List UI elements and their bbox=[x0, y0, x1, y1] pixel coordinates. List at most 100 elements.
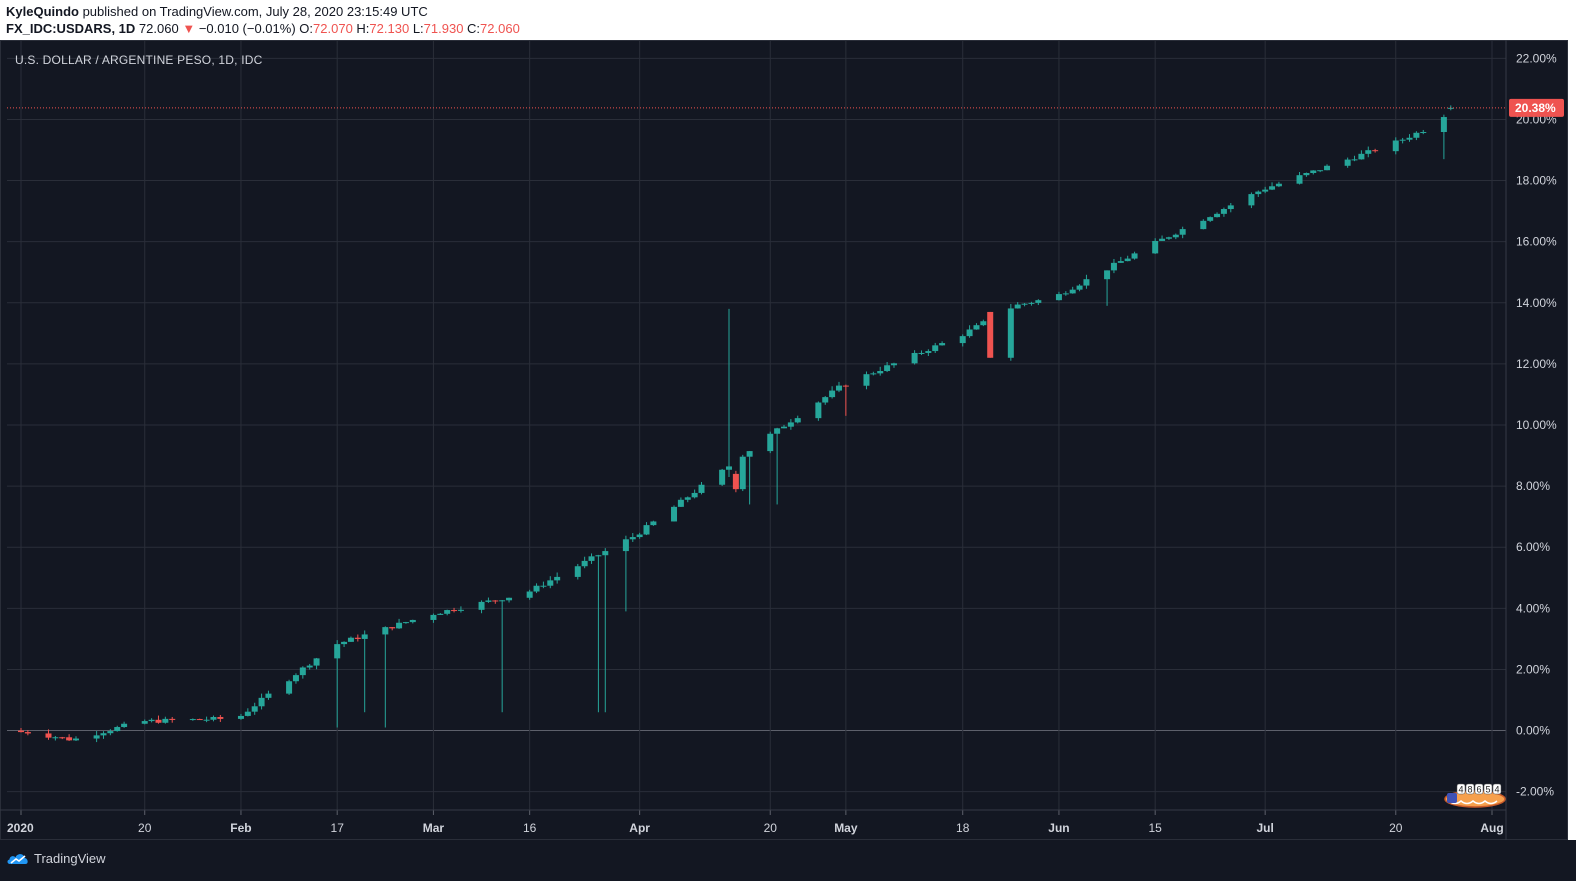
candle-body bbox=[389, 627, 396, 629]
candle-body bbox=[409, 619, 416, 623]
candle-body bbox=[59, 737, 66, 739]
candle-body bbox=[1021, 303, 1028, 305]
candle-body bbox=[66, 737, 73, 741]
candle-body bbox=[1062, 293, 1069, 295]
candle-body bbox=[1007, 308, 1014, 358]
candle-body bbox=[1055, 294, 1062, 301]
y-tick-label: 14.00% bbox=[1516, 296, 1557, 310]
candle-body bbox=[217, 717, 224, 719]
candle-body bbox=[719, 469, 726, 485]
x-tick-label: 20 bbox=[764, 821, 778, 835]
candle-body bbox=[244, 711, 251, 716]
last-price-tag bbox=[1509, 98, 1564, 117]
candle-body bbox=[1104, 270, 1111, 280]
y-tick-label: 4.00% bbox=[1516, 601, 1550, 615]
candle-body bbox=[457, 609, 464, 611]
candle-body bbox=[911, 352, 918, 364]
candle-body bbox=[347, 637, 354, 642]
x-tick-label: 20 bbox=[1389, 821, 1403, 835]
open-value: 72.070 bbox=[313, 21, 353, 36]
candle-body bbox=[341, 641, 348, 645]
y-tick-label: 16.00% bbox=[1516, 235, 1557, 249]
price-chart[interactable]: 22.00%20.00%18.00%16.00%14.00%12.00%10.0… bbox=[0, 40, 1568, 840]
candle-body bbox=[1296, 175, 1303, 184]
candle-body bbox=[402, 622, 409, 624]
badge-digit-box bbox=[1456, 783, 1466, 795]
candle-body bbox=[1262, 189, 1269, 192]
grid-lines bbox=[7, 40, 1506, 810]
tradingview-brand[interactable]: TradingView bbox=[6, 850, 106, 866]
candle-body bbox=[918, 352, 925, 354]
x-tick-label: Jul bbox=[1256, 821, 1273, 835]
candles bbox=[18, 105, 1454, 743]
y-tick-label: 10.00% bbox=[1516, 418, 1557, 432]
candle-body bbox=[492, 600, 499, 602]
candle-body bbox=[1165, 237, 1172, 239]
candle-body bbox=[196, 719, 203, 721]
candle-body bbox=[526, 591, 533, 598]
x-tick-label: Jun bbox=[1048, 821, 1069, 835]
candle-body bbox=[141, 721, 148, 724]
candle-body bbox=[45, 733, 52, 738]
candle-body bbox=[739, 456, 746, 490]
candle-body bbox=[787, 422, 794, 427]
candle-body bbox=[121, 723, 128, 728]
candle-body bbox=[1275, 183, 1282, 187]
candle-body bbox=[1131, 253, 1138, 259]
x-tick-label: 15 bbox=[1149, 821, 1163, 835]
x-tick-label: 16 bbox=[523, 821, 537, 835]
candle-body bbox=[835, 385, 842, 391]
candle-body bbox=[726, 466, 733, 470]
candle-body bbox=[1220, 209, 1227, 214]
tradingview-cloud-icon bbox=[7, 854, 28, 864]
author-name[interactable]: KyleQuindo bbox=[6, 4, 79, 19]
high-label: H: bbox=[356, 21, 370, 36]
candle-body bbox=[890, 363, 897, 366]
high-value: 72.130 bbox=[369, 21, 410, 36]
candle-body bbox=[1214, 213, 1221, 218]
candle-body bbox=[774, 428, 781, 434]
candle-body bbox=[189, 719, 196, 721]
candle-body bbox=[499, 600, 506, 602]
candle-body bbox=[677, 499, 684, 507]
candle-body bbox=[780, 426, 787, 429]
candle-body bbox=[1344, 159, 1351, 166]
candle-body bbox=[939, 343, 946, 346]
candle-body bbox=[932, 345, 939, 352]
candle-body bbox=[533, 585, 540, 592]
x-tick-label: 17 bbox=[331, 821, 345, 835]
candle-body bbox=[1310, 170, 1317, 173]
symbol-label: FX_IDC:USDARS, 1D bbox=[6, 21, 136, 36]
candle-body bbox=[100, 733, 107, 736]
candle-body bbox=[595, 555, 602, 557]
candle-body bbox=[987, 311, 994, 358]
y-tick-label: 0.00% bbox=[1516, 724, 1550, 738]
candle-body bbox=[361, 634, 368, 639]
x-tick-label: 20 bbox=[138, 821, 152, 835]
y-tick-label: -2.00% bbox=[1516, 785, 1554, 799]
candle-body bbox=[629, 537, 636, 540]
badge-digit: 4 bbox=[1458, 785, 1463, 795]
y-tick-label: 18.00% bbox=[1516, 174, 1557, 188]
candle-body bbox=[1014, 304, 1021, 309]
candle-body bbox=[966, 329, 973, 337]
candle-body bbox=[155, 719, 162, 723]
x-tick-label: Aug bbox=[1480, 821, 1503, 835]
candle-body bbox=[622, 539, 629, 552]
footer-bar bbox=[0, 840, 1576, 881]
down-arrow-icon: ▼ bbox=[182, 21, 196, 36]
candle-body bbox=[581, 560, 588, 567]
candle-body bbox=[396, 622, 403, 629]
candle-body bbox=[1110, 262, 1117, 271]
candle-body bbox=[602, 551, 609, 556]
candle-body bbox=[313, 658, 320, 666]
y-tick-label: 22.00% bbox=[1516, 51, 1557, 65]
candle-body bbox=[732, 473, 739, 490]
candle-body bbox=[485, 600, 492, 602]
last-price-label: 20.38% bbox=[1515, 101, 1556, 115]
close-label: C: bbox=[467, 21, 481, 36]
candle-body bbox=[684, 497, 691, 500]
candle-body bbox=[671, 506, 678, 522]
candle-body bbox=[1172, 234, 1179, 238]
brand-label: TradingView bbox=[34, 850, 106, 866]
